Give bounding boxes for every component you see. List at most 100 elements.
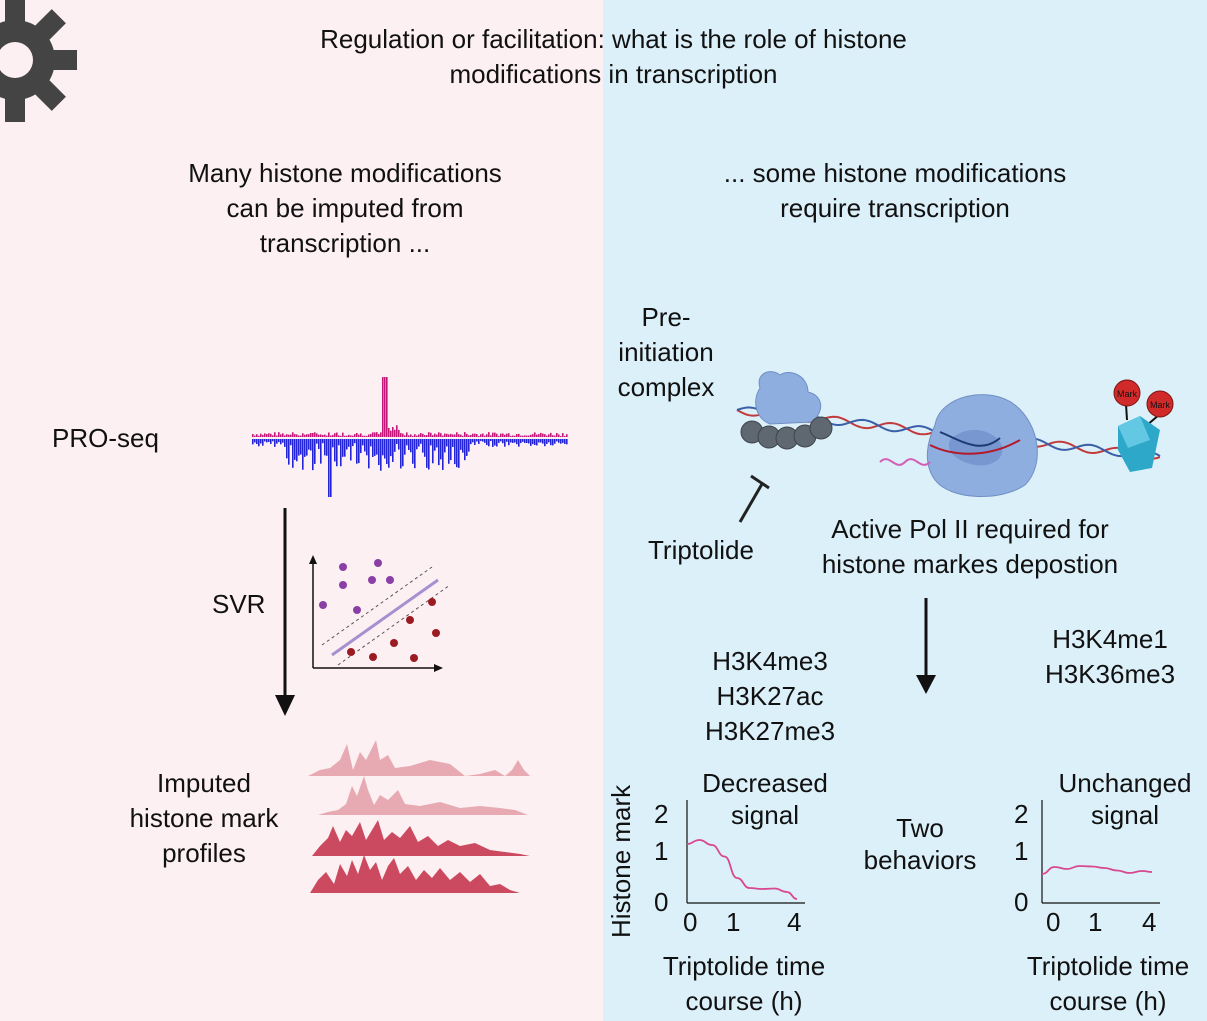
minus-strand-bar xyxy=(540,439,542,443)
minus-strand-bar xyxy=(254,439,256,443)
plus-strand-bar xyxy=(354,434,356,437)
svg-text:Mark: Mark xyxy=(1150,400,1170,410)
minus-strand-bar xyxy=(518,439,520,447)
minus-strand-bar xyxy=(302,439,304,470)
plus-strand-bar xyxy=(382,377,384,437)
imputed-label-line-3: profiles xyxy=(162,838,246,868)
result-arrow xyxy=(916,598,936,694)
minus-strand-bar xyxy=(300,439,302,455)
plus-strand-bar xyxy=(524,435,526,437)
plus-strand-bar xyxy=(254,435,256,437)
left-heading: Many histone modifications can be impute… xyxy=(130,156,560,261)
minus-strand-bar xyxy=(384,439,386,459)
minus-strand-bar xyxy=(348,439,350,447)
mark-h3k27me3: H3K27me3 xyxy=(704,716,836,746)
minus-strand-bar xyxy=(312,439,314,471)
minus-strand-bar xyxy=(408,439,410,451)
minus-strand-bar xyxy=(412,439,414,464)
plus-strand-bar xyxy=(348,434,350,437)
plus-strand-bar xyxy=(534,432,536,437)
minus-strand-bar xyxy=(476,439,478,442)
minus-strand-bar xyxy=(338,439,340,446)
plus-strand-bar xyxy=(304,434,306,437)
plus-strand-bar xyxy=(320,434,322,437)
plus-strand-bar xyxy=(482,433,484,437)
plus-strand-bar xyxy=(308,434,310,437)
minus-strand-bar xyxy=(536,439,538,446)
plus-strand-bar xyxy=(492,432,494,437)
minus-strand-bar xyxy=(548,439,550,443)
minus-strand-bar xyxy=(266,439,268,443)
right-heading-line-2: require transcription xyxy=(780,193,1010,223)
plus-strand-bar xyxy=(544,434,546,437)
plus-strand-bar xyxy=(352,435,354,437)
plus-strand-bar xyxy=(364,435,366,437)
plus-strand-bar xyxy=(334,433,336,437)
minus-strand-bar xyxy=(304,439,306,457)
minus-strand-bar xyxy=(392,439,394,462)
chart-1-xlabel-line-1: Triptolide time xyxy=(662,951,826,981)
plus-strand-bar xyxy=(344,435,346,437)
minus-strand-bar xyxy=(382,439,384,456)
minus-strand-bar xyxy=(310,439,312,451)
chart-1-ytick-1: 1 xyxy=(654,836,669,866)
minus-strand-bar xyxy=(358,439,360,464)
plus-strand-bar xyxy=(406,432,408,437)
plus-strand-bar xyxy=(340,435,342,437)
left-heading-line-2: can be imputed from xyxy=(226,193,464,223)
plus-strand-bar xyxy=(474,433,476,437)
plus-strand-bar xyxy=(260,433,262,437)
minus-strand-bar xyxy=(466,439,468,456)
minus-strand-bar xyxy=(508,439,510,446)
minus-strand-bar xyxy=(538,439,540,443)
minus-strand-bar xyxy=(342,439,344,457)
plus-strand-bar xyxy=(422,433,424,437)
plus-strand-bar xyxy=(490,435,492,437)
minus-strand-bar xyxy=(504,439,506,447)
mark-h3k27ac: H3K27ac xyxy=(716,681,824,711)
title-line-1: Regulation or facilitation: what is the … xyxy=(320,24,907,54)
plus-strand-bar xyxy=(274,432,276,437)
mark-badge-1: Mark xyxy=(1113,379,1141,407)
plus-strand-bar xyxy=(272,435,274,437)
pre-initiation-complex-icon xyxy=(740,371,833,450)
chart-1-ytick-0: 0 xyxy=(654,887,669,917)
minus-strand-bar xyxy=(480,439,482,442)
plus-strand-bar xyxy=(526,435,528,437)
plus-strand-bar xyxy=(554,435,556,437)
chart-1-xlabel-line-2: course (h) xyxy=(685,986,803,1016)
chart-1-xtick-1: 1 xyxy=(726,907,741,937)
plus-strand-bar xyxy=(368,434,370,437)
minus-strand-bar xyxy=(452,439,454,447)
minus-strand-bar xyxy=(494,439,496,446)
imputed-label: Imputed histone mark profiles xyxy=(104,766,304,871)
plus-strand-bar xyxy=(300,435,302,437)
plus-strand-bar xyxy=(294,434,296,437)
left-heading-line-1: Many histone modifications xyxy=(188,158,502,188)
plus-strand-bar xyxy=(432,435,434,437)
minus-strand-bar xyxy=(460,439,462,450)
plus-strand-bar xyxy=(400,433,402,437)
minus-strand-bar xyxy=(314,439,316,464)
svr-scatter-icon xyxy=(309,555,451,672)
plus-strand-bar xyxy=(418,434,420,437)
plus-strand-bar xyxy=(452,434,454,437)
minus-strand-bar xyxy=(352,439,354,447)
chart-2-title-line-1: Unchanged xyxy=(1058,768,1192,798)
minus-strand-bar xyxy=(362,439,364,446)
plus-strand-bar xyxy=(476,434,478,437)
plus-strand-bar xyxy=(504,434,506,437)
minus-strand-bar xyxy=(562,439,564,443)
minus-strand-bar xyxy=(520,439,522,444)
right-heading: ... some histone modifications require t… xyxy=(680,156,1110,226)
plus-strand-bar xyxy=(284,435,286,437)
minus-strand-bar xyxy=(272,439,274,442)
plus-strand-bar xyxy=(548,434,550,437)
plus-strand-bar xyxy=(520,435,522,437)
chart-2-xlabel: Triptolide time course (h) xyxy=(1004,949,1207,1019)
minus-strand-bar xyxy=(500,439,502,442)
plus-strand-bar xyxy=(518,433,520,437)
minus-strand-bar xyxy=(434,439,436,451)
svg-text:Mark: Mark xyxy=(1117,389,1137,399)
plus-strand-bar xyxy=(404,435,406,437)
